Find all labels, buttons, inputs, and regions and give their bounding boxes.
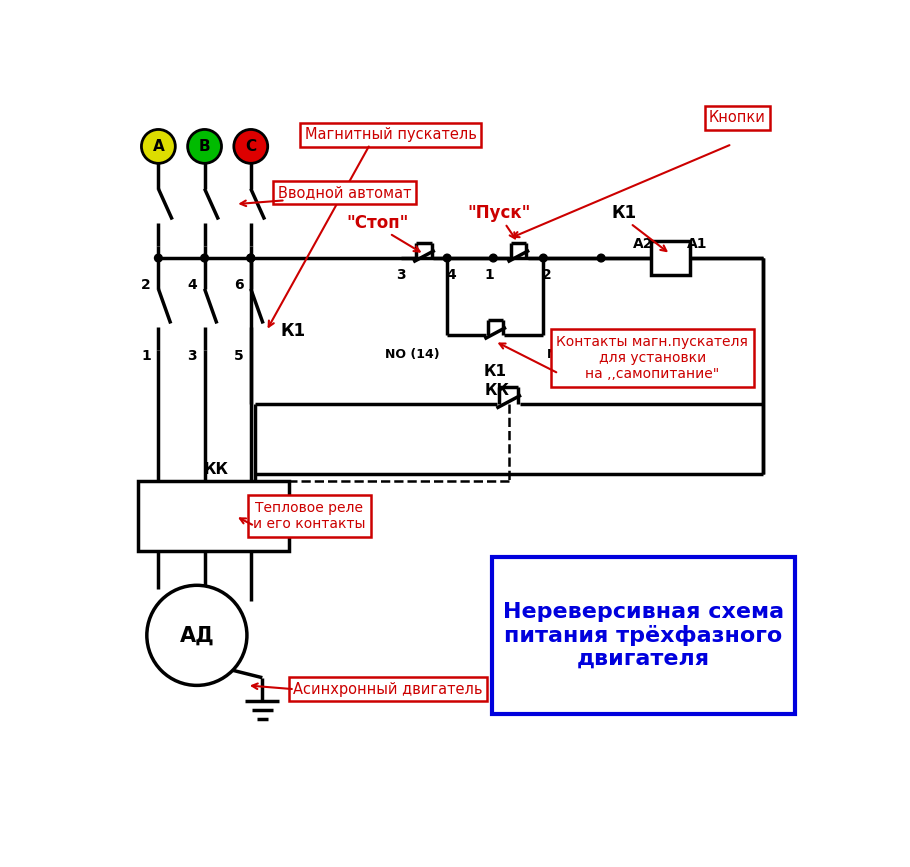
Text: АД: АД	[179, 625, 214, 645]
Text: "Пуск": "Пуск"	[468, 205, 531, 222]
Circle shape	[247, 254, 255, 262]
FancyBboxPatch shape	[491, 557, 795, 714]
Text: Контакты магн.пускателя
для установки
на ,,самопитание": Контакты магн.пускателя для установки на…	[557, 335, 748, 381]
Text: NO (13): NO (13)	[547, 348, 602, 361]
Text: К1: К1	[484, 364, 507, 380]
Text: 1: 1	[485, 268, 494, 282]
Text: Асинхронный двигатель: Асинхронный двигатель	[293, 681, 482, 697]
Circle shape	[597, 254, 605, 262]
Bar	[652, 241, 690, 275]
Text: 4: 4	[446, 268, 456, 282]
Circle shape	[540, 254, 547, 262]
Text: 3: 3	[187, 349, 197, 362]
Text: Вводной автомат: Вводной автомат	[278, 185, 411, 200]
Text: 1: 1	[141, 349, 151, 362]
Circle shape	[187, 129, 221, 163]
Circle shape	[155, 254, 162, 262]
Text: 4: 4	[187, 278, 197, 292]
Circle shape	[490, 254, 497, 262]
Text: A: A	[153, 139, 164, 153]
Text: КК: КК	[485, 383, 510, 398]
Text: "Стоп": "Стоп"	[347, 214, 409, 232]
Text: Кнопки: Кнопки	[709, 110, 766, 126]
Text: 6: 6	[234, 278, 243, 292]
Text: 2: 2	[542, 268, 552, 282]
Text: A1: A1	[687, 238, 708, 251]
Bar	[137, 481, 289, 551]
Text: 2: 2	[141, 278, 151, 292]
Text: Нереверсивная схема
питания трёхфазного
двигателя: Нереверсивная схема питания трёхфазного …	[503, 602, 784, 669]
Circle shape	[147, 585, 247, 686]
Text: 5: 5	[234, 349, 243, 362]
Text: C: C	[245, 139, 257, 153]
Text: Магнитный пускатель: Магнитный пускатель	[305, 127, 477, 142]
Text: К1: К1	[280, 323, 306, 340]
Circle shape	[234, 129, 268, 163]
Circle shape	[247, 254, 255, 262]
Text: 3: 3	[396, 268, 406, 282]
Circle shape	[443, 254, 451, 262]
Text: К1: К1	[612, 205, 637, 222]
Text: NO (14): NO (14)	[385, 348, 440, 361]
Text: B: B	[198, 139, 210, 153]
Circle shape	[141, 129, 176, 163]
Text: КК: КК	[204, 462, 228, 478]
Circle shape	[201, 254, 208, 262]
Text: A2: A2	[633, 238, 653, 251]
Text: Тепловое реле
и его контакты: Тепловое реле и его контакты	[253, 501, 366, 531]
